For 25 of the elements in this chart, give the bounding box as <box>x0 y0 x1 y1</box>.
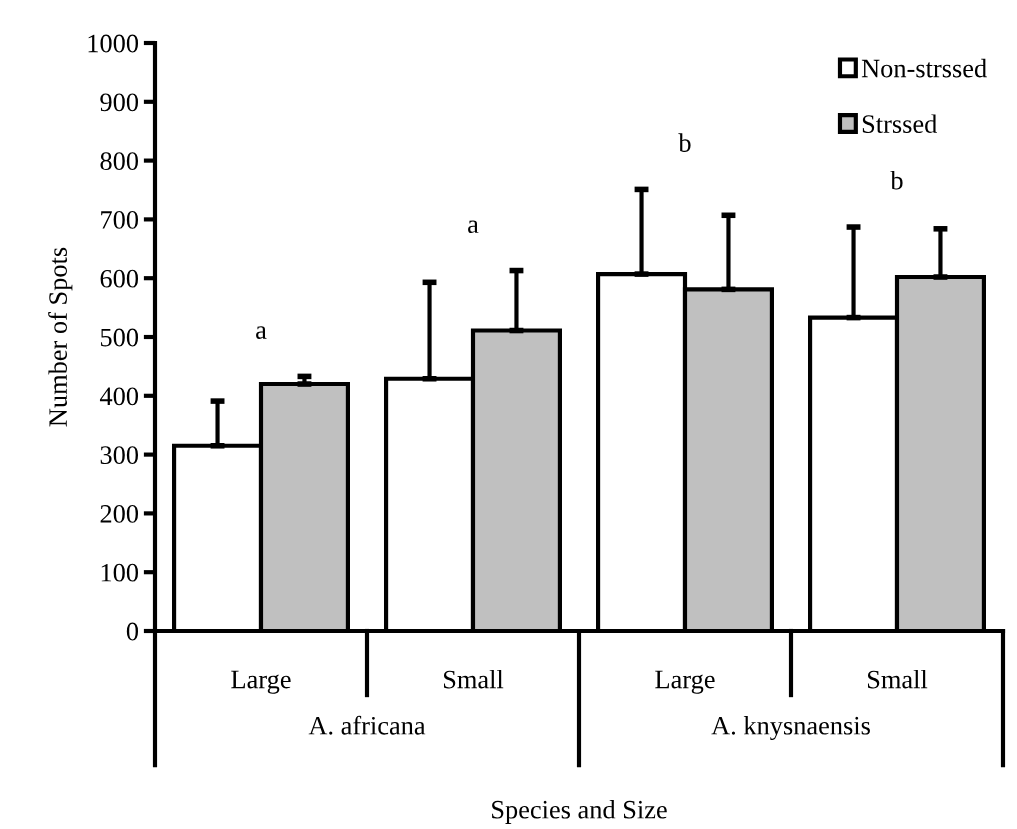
y-tick-label: 700 <box>101 211 139 229</box>
y-tick-label: 0 <box>126 622 139 641</box>
y-tick-label: 800 <box>100 152 139 171</box>
text: A. knysnaensis <box>711 716 870 741</box>
text: A. africana <box>308 715 426 735</box>
x-tick-label: Small <box>443 669 504 689</box>
y-tick-label: 900 <box>100 93 139 112</box>
y-axis-title: Number of Spots <box>48 247 73 427</box>
y-tick-label: 500 <box>100 328 139 347</box>
y-tick-label: 300 <box>100 446 139 465</box>
annotation: a <box>256 326 267 339</box>
y-tick-label: 600 <box>100 269 139 288</box>
y-tick-label: 400 <box>99 387 139 406</box>
annotation: a <box>468 220 479 234</box>
legend-label: Strssed <box>862 114 938 133</box>
x-tick-label: Large <box>655 670 715 694</box>
x-tick-label: Small <box>867 669 928 689</box>
y-tick-label: 1000 <box>88 34 139 53</box>
annotation: b <box>678 133 691 152</box>
annotation: b <box>890 170 903 190</box>
y-tick-label: 200 <box>100 505 139 523</box>
x-tick-label: Large <box>231 670 291 694</box>
y-tick-label: 100 <box>101 563 139 582</box>
legend-label: Non-strssed <box>861 58 987 78</box>
x-axis-title: Species and Size <box>492 800 667 824</box>
